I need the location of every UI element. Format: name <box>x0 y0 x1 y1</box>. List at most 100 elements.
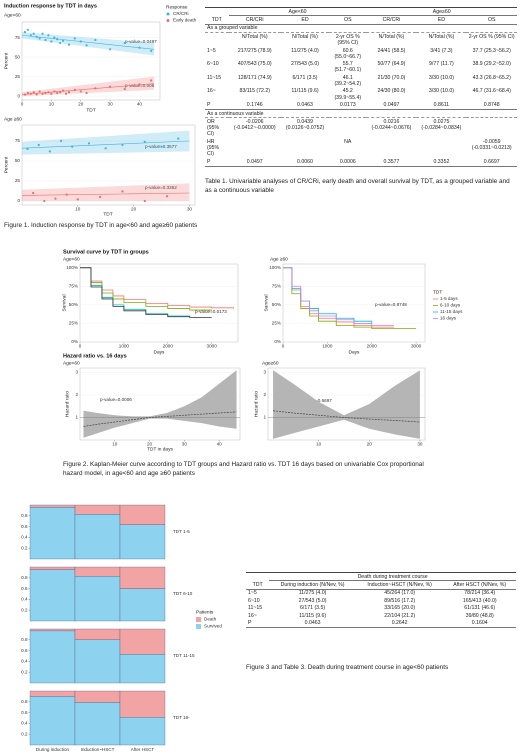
table-cell: 39/80 (48.8) <box>465 612 494 619</box>
x-tick-label: 10 <box>75 207 81 212</box>
x-tick-label: 30 <box>417 442 423 447</box>
chart-subtitle: Age ≥60 <box>270 256 288 262</box>
point <box>150 49 153 52</box>
hazard-line <box>273 410 420 423</box>
column-header: ED <box>280 15 330 25</box>
point <box>150 79 153 82</box>
table-cell: 89/516 (17.2) <box>384 597 416 604</box>
section-label: As a grouped variable <box>205 24 517 34</box>
y-axis-label: Hazard ratio <box>253 391 259 417</box>
plot-area <box>21 124 196 206</box>
table-cell: 11~15 <box>248 605 263 612</box>
point <box>23 93 27 96</box>
header-row: Death during treatment course <box>246 571 516 582</box>
bar-segment <box>29 696 76 746</box>
point <box>79 90 82 93</box>
point <box>26 28 29 31</box>
y-tick-label: 50 <box>15 158 21 163</box>
table-row: 1~5 217/275 (78.9) 11/275 (4.0) 60.6 (55.0~… <box>205 47 517 61</box>
point <box>56 38 59 41</box>
annotation: p-value=0.0497 <box>125 39 157 44</box>
column-header: CR/CRi <box>228 15 281 25</box>
table-cell: 0.0173 <box>329 101 367 110</box>
table-cell: 407/543 (75.0) <box>237 61 272 68</box>
point <box>104 147 107 150</box>
point <box>32 32 35 35</box>
annotation: p-value=0.3352 <box>145 185 177 190</box>
point <box>123 41 126 45</box>
legend-label: Survived <box>204 624 222 629</box>
table-cell: 0.1746 <box>228 101 281 110</box>
table-cell: P <box>205 158 229 167</box>
table-cell: 21/30 (70.0) <box>377 74 406 81</box>
y-tick-label: 25 <box>15 74 21 79</box>
point <box>59 41 62 45</box>
table-cell: 24/30 (80.0) <box>377 88 406 95</box>
table-cell: 2-yr OS % (95% CI) <box>468 33 515 40</box>
point <box>43 199 46 203</box>
table-cell: 0.0497 <box>366 101 417 110</box>
table-cell: 16~ <box>248 612 257 619</box>
x-tick-label: During induction <box>36 747 70 752</box>
legend-swatch <box>196 624 201 629</box>
table-cell: 0.8611 <box>416 101 467 110</box>
y-tick-label: 0.8 <box>21 575 28 580</box>
table-cell: 0.3352 <box>416 158 467 167</box>
point <box>138 83 141 86</box>
point <box>26 147 29 151</box>
x-tick-label: 10 <box>49 102 55 107</box>
table-cell: 0.6697 <box>466 158 517 167</box>
bar-segment <box>74 504 121 515</box>
bar-segment <box>74 690 121 703</box>
table-row: N/Total (%) N/Total (%) 2-yr OS % (95% CI)… <box>205 33 517 47</box>
table-cell: 11/275 (4.0) <box>298 590 327 597</box>
group-header: Age≥60 <box>366 6 517 17</box>
point <box>62 89 65 92</box>
table-row: P 0.1746 0.0463 0.0173 0.0497 0.8611 0.8748 <box>205 101 517 110</box>
annotation: p-value=0.0006 <box>100 397 132 402</box>
table-cell: 60.6 (55.0~66.7) <box>334 47 362 60</box>
section-row: As a grouped variable <box>205 24 517 34</box>
confidence-band <box>83 370 237 438</box>
table-row: P 0.0463 0.2642 0.1604 <box>246 619 516 628</box>
table-row: HR (95% CI) NA -0.0059 (-0.0331~0.0213) <box>205 138 517 158</box>
table-cell: 46.1 (39.2~54.2) <box>334 74 362 88</box>
survival-curve <box>80 267 213 311</box>
column-header: OS <box>329 15 367 25</box>
point <box>160 145 163 148</box>
point <box>54 197 57 200</box>
point <box>47 91 50 94</box>
table-cell <box>416 138 466 158</box>
table-cell: 6~10 <box>207 61 219 68</box>
table-cell <box>205 33 229 47</box>
y-axis-label: Hazard ratio <box>64 391 70 417</box>
point <box>177 137 180 140</box>
point <box>44 38 47 42</box>
y-tick-label: 75 <box>15 35 21 40</box>
point <box>26 91 29 95</box>
point <box>79 40 82 43</box>
y-tick-label: 0 <box>17 93 20 98</box>
table-row: 6~10 407/543 (75.0) 27/543 (5.0) 55.7 (51.7… <box>205 61 517 75</box>
section-row: As a continuous variable <box>205 109 517 119</box>
table-cell: 27/543 (5.0) <box>291 61 319 68</box>
chart-title: Induction response by TDT in days <box>4 3 97 9</box>
y-tick-label: 50% <box>69 302 78 307</box>
y-tick-label: 3 <box>75 370 78 375</box>
x-axis-label: TDT <box>86 107 95 113</box>
point <box>85 91 88 95</box>
y-tick-label: 50 <box>15 54 21 59</box>
x-tick-label: Induction~HSCT <box>81 747 115 752</box>
y-tick-label: 25 <box>15 178 21 183</box>
y-tick-label: 1 <box>75 415 78 420</box>
point <box>41 32 44 35</box>
bar-segment <box>74 628 121 640</box>
table-cell: 33/165 (20.0) <box>384 605 416 612</box>
table-cell: -0.0059 (-0.0331~0.0213) <box>471 138 512 152</box>
table-cell: 0.0060 <box>280 158 330 167</box>
y-tick-label: 0.4 <box>21 721 28 726</box>
y-axis-label: Survival <box>263 294 269 311</box>
table-cell: 27/543 (5.0) <box>298 597 327 604</box>
legend-label: Death <box>204 617 217 622</box>
table-cell: 45/264 (17.0) <box>384 590 416 597</box>
